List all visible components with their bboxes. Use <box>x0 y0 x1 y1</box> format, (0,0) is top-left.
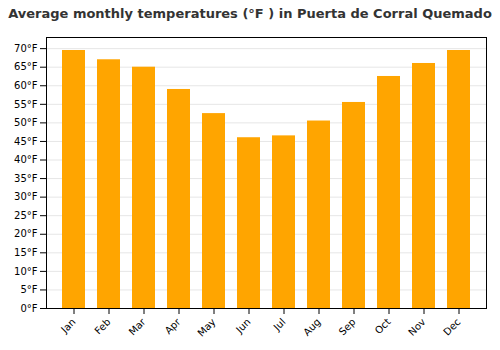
svg-text:65°F: 65°F <box>14 61 38 72</box>
svg-text:30°F: 30°F <box>14 191 38 202</box>
svg-text:Mar: Mar <box>127 316 149 338</box>
svg-text:40°F: 40°F <box>14 154 38 165</box>
svg-text:25°F: 25°F <box>14 210 38 221</box>
svg-text:60°F: 60°F <box>14 80 38 91</box>
svg-text:35°F: 35°F <box>14 173 38 184</box>
svg-text:55°F: 55°F <box>14 99 38 110</box>
svg-text:5°F: 5°F <box>20 284 37 295</box>
svg-text:Aug: Aug <box>301 316 323 338</box>
svg-text:70°F: 70°F <box>14 43 38 54</box>
svg-text:Nov: Nov <box>406 316 428 338</box>
svg-text:May: May <box>195 316 217 338</box>
svg-text:Apr: Apr <box>163 316 184 337</box>
svg-text:Oct: Oct <box>373 316 393 336</box>
html-text:Average monthly temperatures (: Average monthly temperatures (°F ) in Pu… <box>8 6 492 21</box>
svg-text:Jul: Jul <box>271 316 288 333</box>
svg-text:0°F: 0°F <box>20 303 37 314</box>
svg-text:Sep: Sep <box>337 316 358 337</box>
svg-text:Dec: Dec <box>441 316 462 337</box>
svg-text:Jun: Jun <box>233 316 253 336</box>
svg-text:45°F: 45°F <box>14 136 38 147</box>
svg-text:20°F: 20°F <box>14 228 38 239</box>
svg-text:15°F: 15°F <box>14 247 38 258</box>
svg-text:10°F: 10°F <box>14 266 38 277</box>
svg-text:Feb: Feb <box>92 316 112 336</box>
svg-text:Jan: Jan <box>58 316 77 335</box>
svg-text:50°F: 50°F <box>14 117 38 128</box>
